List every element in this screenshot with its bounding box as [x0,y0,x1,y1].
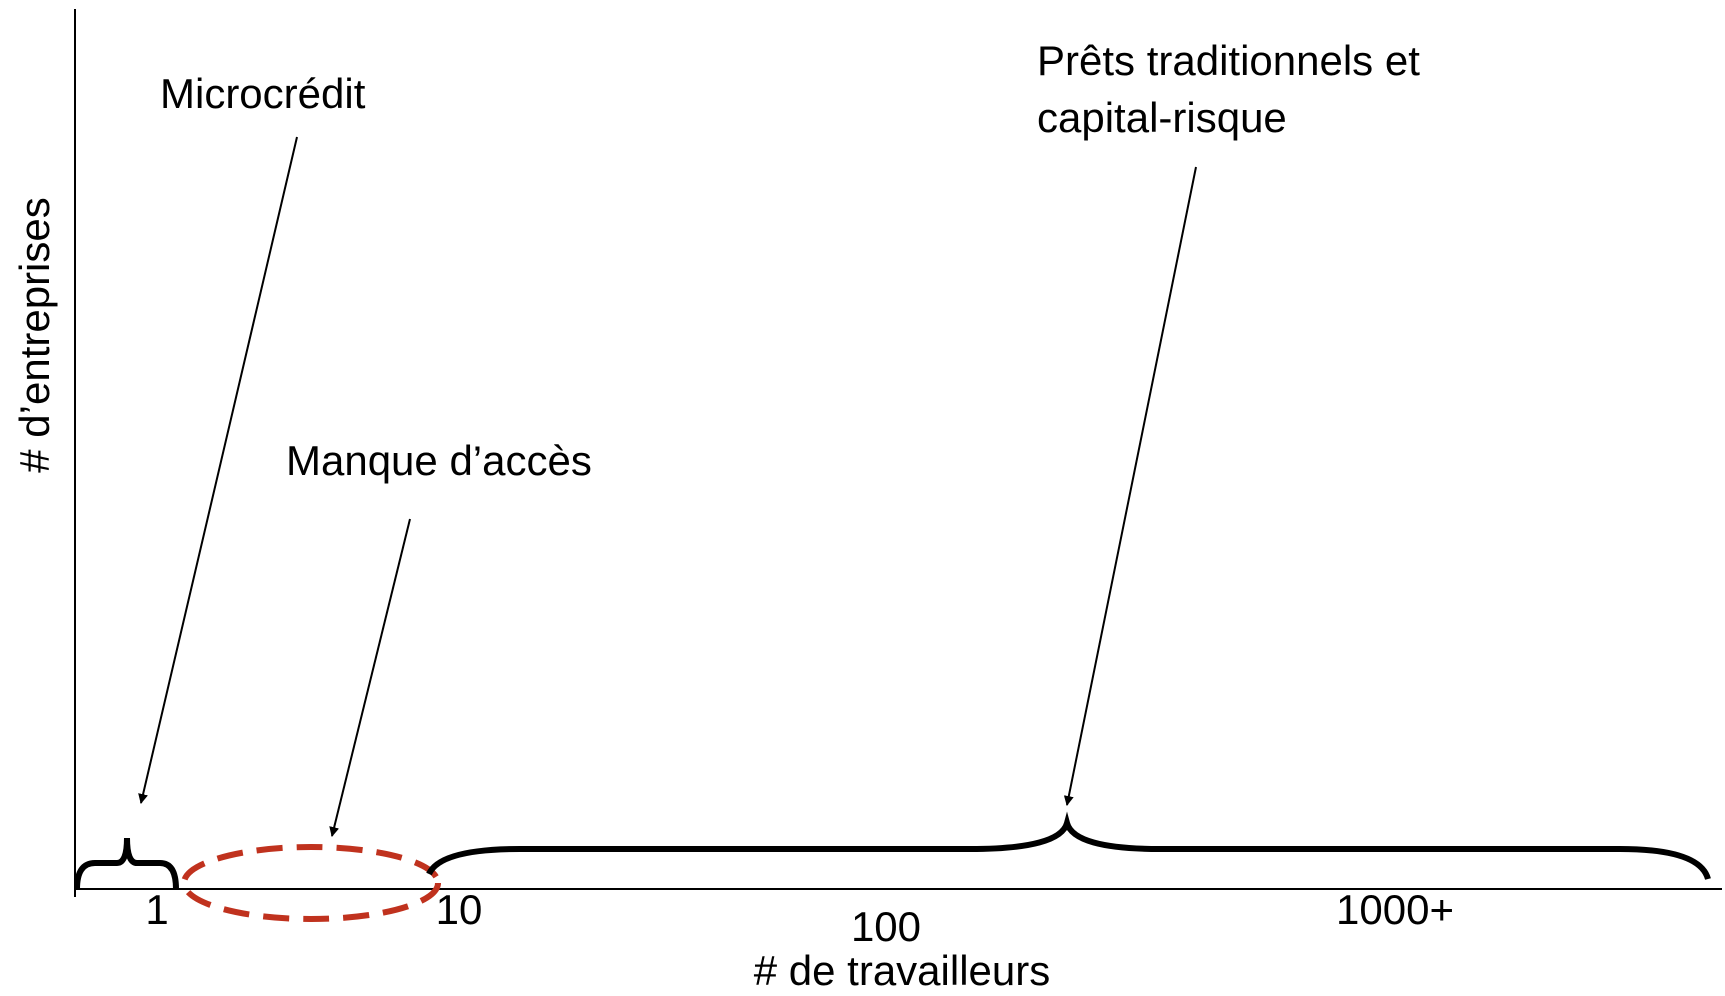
arrow [329,518,411,837]
x-tick-label: 1000+ [1336,886,1454,933]
brace-small [74,837,179,890]
gap-ellipse [181,844,441,922]
x-tick-label: 1 [145,886,168,933]
annotation: Prêts traditionnels et [1037,37,1420,84]
x-tick-label: 10 [436,886,483,933]
x-axis-label: # de travailleurs [754,947,1050,994]
brace-large [426,811,1711,881]
x-tick-label: 100 [851,903,921,950]
y-axis-label: # d’entreprises [11,197,58,472]
annotation: Manque d’accès [286,437,592,484]
arrow [138,136,298,804]
annotation: capital-risque [1037,94,1287,141]
annotation: Microcrédit [160,70,366,117]
arrow [1063,166,1197,806]
